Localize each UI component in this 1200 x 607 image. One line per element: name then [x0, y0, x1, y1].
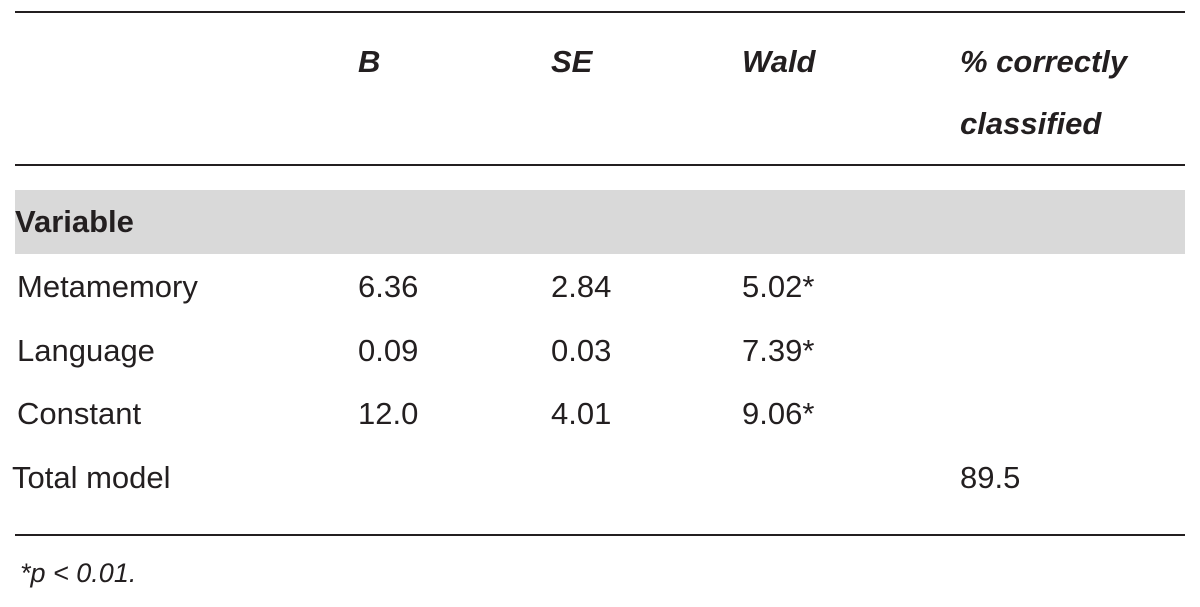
row-label: Metamemory: [17, 269, 198, 304]
column-header: % correctly classified: [960, 44, 1128, 141]
bottom-rule: [15, 534, 1185, 536]
footnote: *p < 0.01.: [20, 558, 137, 588]
header-rule: [15, 164, 1185, 166]
row-label: Language: [17, 333, 155, 368]
cell: 2.84: [551, 269, 612, 304]
row-label: Total model: [12, 460, 171, 495]
top-rule: [15, 11, 1185, 13]
cell: 9.06*: [742, 396, 815, 431]
cell: 12.0: [358, 396, 419, 431]
cell: 0.09: [358, 333, 419, 368]
column-header: Wald: [742, 44, 816, 79]
cell: 6.36: [358, 269, 419, 304]
cell: 89.5: [960, 460, 1021, 495]
cell: 4.01: [551, 396, 612, 431]
column-header: B: [358, 44, 381, 79]
section-label: Variable: [15, 204, 134, 239]
column-header: SE: [551, 44, 593, 79]
section-band: [15, 190, 1185, 254]
cell: 7.39*: [742, 333, 815, 368]
row-label: Constant: [17, 396, 142, 431]
cell: 5.02*: [742, 269, 815, 304]
cell: 0.03: [551, 333, 612, 368]
